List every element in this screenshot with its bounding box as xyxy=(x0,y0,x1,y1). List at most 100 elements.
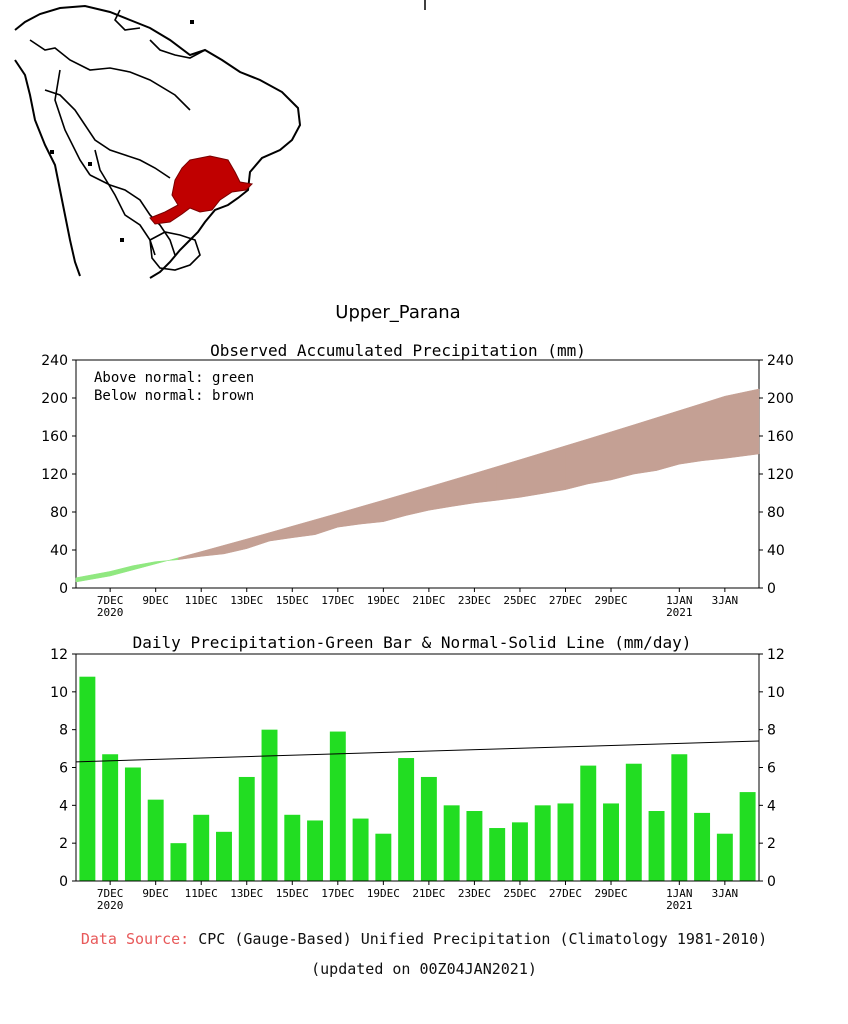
accum-x-tick-label: 13DEC xyxy=(230,594,263,607)
accum-y-tick-left: 200 xyxy=(41,391,68,407)
accum-segment xyxy=(178,551,202,560)
accum-y-tick-left: 120 xyxy=(41,467,68,483)
daily-precip-chart: Daily Precipitation-Green Bar & Normal-S… xyxy=(50,633,785,912)
accum-segment xyxy=(588,431,612,485)
daily-bar xyxy=(603,803,619,881)
accum-segment xyxy=(314,512,339,536)
accum-x-tick-label: 9DEC xyxy=(142,594,169,607)
accum-x-tick-label: 21DEC xyxy=(412,594,445,607)
daily-bar xyxy=(557,803,574,881)
accum-x-tick-label: 15DEC xyxy=(276,594,309,607)
daily-y-tick-right: 8 xyxy=(767,723,776,739)
data-source-label: Data Source: xyxy=(80,930,190,948)
accum-x-tick-year: 2020 xyxy=(97,606,124,619)
daily-x-tick-year: 2021 xyxy=(666,899,693,912)
daily-y-tick-right: 4 xyxy=(767,798,776,814)
daily-y-tick-left: 0 xyxy=(59,874,68,890)
accum-segment xyxy=(428,479,452,511)
accum-segment xyxy=(451,473,475,507)
accum-y-tick-right: 80 xyxy=(767,505,785,521)
daily-x-tick-label: 7DEC xyxy=(97,887,124,900)
accum-x-tick-label: 19DEC xyxy=(367,594,400,607)
daily-y-tick-right: 6 xyxy=(767,761,776,777)
daily-bar xyxy=(307,820,324,881)
daily-bar xyxy=(739,792,756,881)
daily-bar xyxy=(170,843,187,881)
accum-segment xyxy=(383,493,407,523)
daily-y-tick-right: 12 xyxy=(767,647,785,663)
data-source-line: Data Source: CPC (Gauge-Based) Unified P… xyxy=(0,930,848,948)
daily-y-tick-left: 2 xyxy=(59,836,68,852)
accum-y-tick-right: 240 xyxy=(767,353,794,369)
accum-segment xyxy=(223,538,247,555)
accum-x-tick-label: 23DEC xyxy=(458,594,491,607)
accum-x-tick-label: 11DEC xyxy=(185,594,218,607)
daily-x-tick-label: 21DEC xyxy=(412,887,445,900)
daily-bar xyxy=(216,831,232,881)
daily-bar xyxy=(466,811,483,881)
region-title: Upper_Parana xyxy=(335,302,460,323)
accum-y-tick-left: 240 xyxy=(41,353,68,369)
daily-y-tick-left: 4 xyxy=(59,798,68,814)
daily-bar xyxy=(694,812,711,881)
accum-y-tick-right: 0 xyxy=(767,581,776,597)
accum-segment xyxy=(724,388,760,459)
accumulated-chart-title: Observed Accumulated Precipitation (mm) xyxy=(210,341,586,360)
accum-segment xyxy=(633,417,657,475)
accum-segment xyxy=(75,571,111,583)
la-plata-outline xyxy=(149,231,201,271)
daily-bar xyxy=(375,833,392,881)
daily-chart-title: Daily Precipitation-Green Bar & Normal-S… xyxy=(133,633,692,652)
daily-x-tick-label: 23DEC xyxy=(458,887,491,900)
accumulated-fill-layer xyxy=(75,388,760,583)
daily-bars xyxy=(79,676,756,881)
daily-x-tick-label: 27DEC xyxy=(549,887,582,900)
accum-segment xyxy=(246,532,270,550)
data-source-text: CPC (Gauge-Based) Unified Precipitation … xyxy=(198,930,768,948)
daily-x-tick-label: 17DEC xyxy=(321,887,354,900)
accum-y-tick-left: 80 xyxy=(50,505,68,521)
map-background xyxy=(0,0,848,290)
accum-y-tick-left: 160 xyxy=(41,429,68,445)
accumulated-y-axis: 0 0 40 40 80 80 120 120 160 160 200 200 240 240 xyxy=(41,353,793,597)
accum-segment xyxy=(360,499,384,525)
accum-x-tick-label: 29DEC xyxy=(594,594,627,607)
daily-bar xyxy=(193,814,210,881)
daily-y-tick-right: 10 xyxy=(767,685,785,701)
daily-x-tick-label: 9DEC xyxy=(142,887,169,900)
normal-line xyxy=(75,740,760,763)
accum-segment xyxy=(519,452,543,498)
daily-x-tick-label: 15DEC xyxy=(276,887,309,900)
daily-y-tick-left: 8 xyxy=(59,723,68,739)
daily-bar xyxy=(671,754,688,881)
accum-segment xyxy=(109,565,134,577)
daily-x-tick-year: 2020 xyxy=(97,899,124,912)
accum-y-tick-right: 200 xyxy=(767,391,794,407)
accum-segment xyxy=(679,403,703,465)
daily-y-tick-left: 10 xyxy=(50,685,68,701)
daily-y-axis: 0 0 2 2 4 4 6 6 8 8 10 10 12 12 xyxy=(50,647,785,890)
accum-x-tick-year: 2021 xyxy=(666,606,693,619)
accum-segment xyxy=(405,486,430,516)
accumulated-precip-chart: Observed Accumulated Precipitation (mm) … xyxy=(41,341,793,619)
daily-bar xyxy=(420,776,437,881)
daily-bar xyxy=(648,811,665,881)
accum-x-tick-label: 7DEC xyxy=(97,594,124,607)
daily-bar xyxy=(489,828,506,881)
daily-bar xyxy=(534,805,551,881)
daily-bar xyxy=(284,814,301,881)
daily-bar xyxy=(580,765,597,881)
daily-x-tick-label: 29DEC xyxy=(594,887,627,900)
accum-segment xyxy=(542,445,566,494)
accum-y-tick-right: 40 xyxy=(767,543,785,559)
accum-y-tick-right: 160 xyxy=(767,429,794,445)
daily-bar xyxy=(398,758,415,881)
daily-bar xyxy=(79,676,96,881)
accum-x-tick-label: 1JAN xyxy=(666,594,693,607)
daily-x-tick-label: 3JAN xyxy=(712,887,739,900)
daily-y-tick-left: 6 xyxy=(59,761,68,777)
accum-segment xyxy=(132,561,156,571)
charts-area: Upper_Parana Observed Accumulated Precip… xyxy=(41,302,793,912)
daily-y-tick-left: 12 xyxy=(50,647,68,663)
accum-x-tick-label: 27DEC xyxy=(549,594,582,607)
